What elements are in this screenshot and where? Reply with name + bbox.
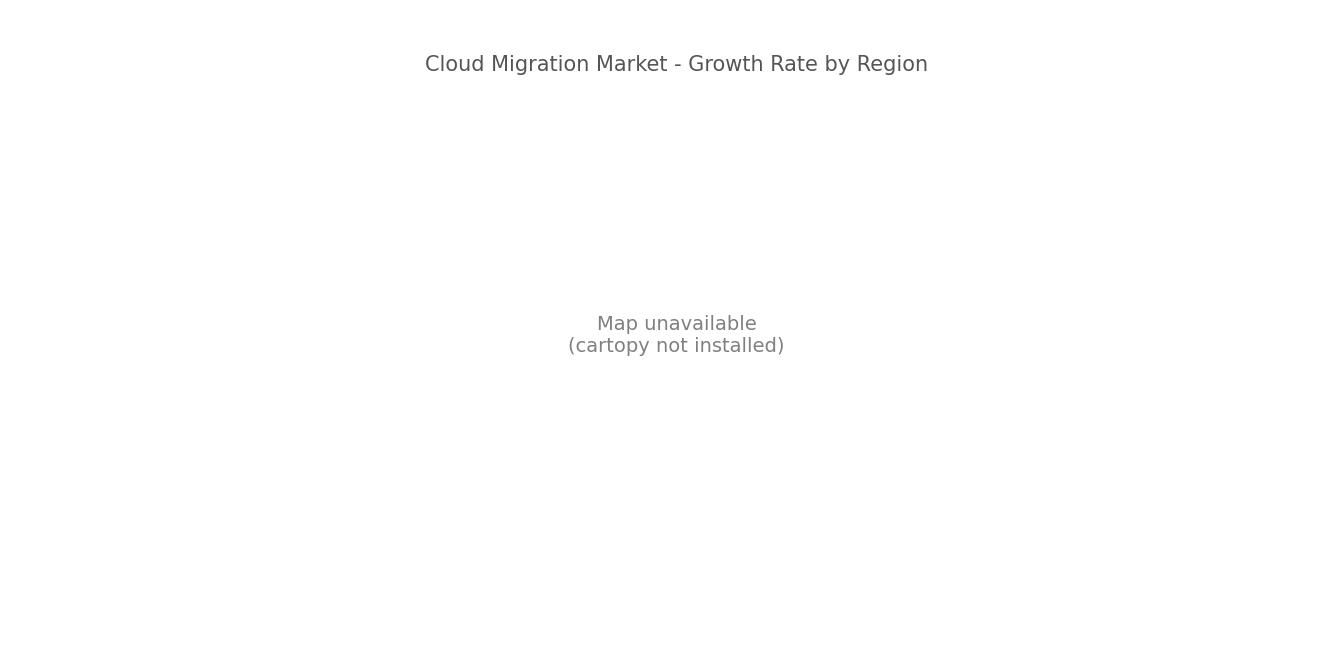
Text: Map unavailable
(cartopy not installed): Map unavailable (cartopy not installed) bbox=[568, 315, 785, 356]
Title: Cloud Migration Market - Growth Rate by Region: Cloud Migration Market - Growth Rate by … bbox=[425, 55, 928, 75]
